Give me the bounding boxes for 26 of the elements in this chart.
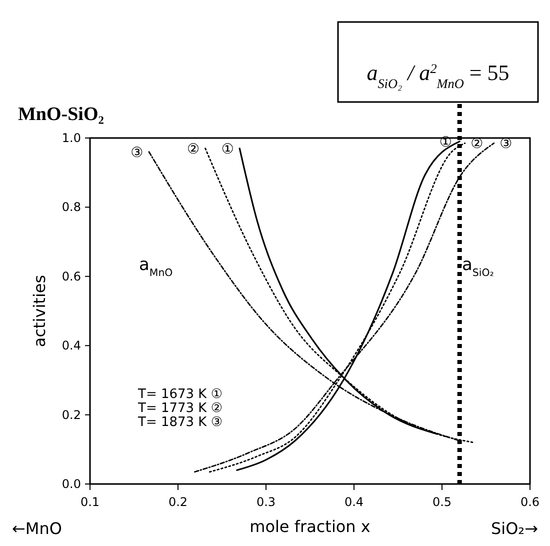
x-tick-label: 0.2 — [168, 495, 188, 509]
series-label: ③ — [130, 144, 144, 161]
annotation: T= 1873 K ③ — [137, 415, 222, 430]
x-tick-label: 0.1 — [80, 495, 100, 509]
y-tick-label: 0.6 — [62, 269, 81, 284]
y-tick-label: 0.0 — [62, 477, 81, 491]
y-tick-label: 0.8 — [62, 200, 81, 214]
text: SiO₂→ — [490, 519, 538, 538]
y-tick-label: 1.0 — [62, 131, 81, 145]
y-axis-title: activities — [30, 274, 49, 348]
annotation: T= 1673 K ① — [137, 387, 222, 402]
annotation: T= 1773 K ② — [137, 401, 222, 416]
x-tick-label: 0.5 — [432, 495, 452, 509]
y-tick-label: 0.2 — [62, 408, 81, 422]
annotation: a$_{SiO₂}$ — [462, 255, 494, 278]
annotation: a$_{MnO}$ — [139, 255, 173, 278]
x-tick-label: 0.4 — [344, 495, 364, 509]
y-tick-label: 0.4 — [62, 338, 81, 353]
chart-title: MnO-SiO₂ — [18, 104, 104, 125]
text: a$_{SiO₂}$ / a$^{2}$$_{MnO}$ = 55 — [366, 60, 510, 90]
text: ←MnO — [12, 519, 62, 538]
series-label: ① — [221, 141, 234, 158]
x-axis-title: mole fraction x — [250, 517, 370, 536]
x-tick-label: 0.6 — [520, 495, 540, 509]
x-tick-label: 0.3 — [256, 495, 276, 509]
series-label: ② — [187, 141, 200, 158]
